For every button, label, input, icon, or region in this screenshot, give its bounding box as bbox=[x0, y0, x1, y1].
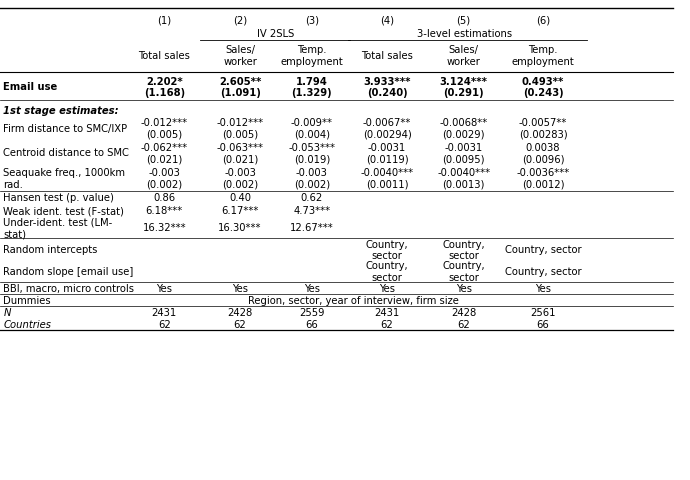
Text: -0.0068**
(0.0029): -0.0068** (0.0029) bbox=[440, 118, 488, 139]
Text: Country,
sector: Country, sector bbox=[442, 262, 485, 283]
Text: -0.0067**
(0.00294): -0.0067** (0.00294) bbox=[363, 118, 411, 139]
Text: Yes: Yes bbox=[232, 284, 248, 294]
Text: 3.124***
(0.291): 3.124*** (0.291) bbox=[440, 77, 488, 98]
Text: Yes: Yes bbox=[304, 284, 320, 294]
Text: (2): (2) bbox=[233, 16, 247, 25]
Text: -0.003
(0.002): -0.003 (0.002) bbox=[146, 168, 182, 190]
Text: -0.0040***
(0.0011): -0.0040*** (0.0011) bbox=[361, 168, 413, 190]
Text: Temp.
employment: Temp. employment bbox=[281, 45, 343, 67]
Text: 6.18***: 6.18*** bbox=[146, 206, 183, 216]
Text: (3): (3) bbox=[305, 16, 319, 25]
Text: BBI, macro, micro controls: BBI, macro, micro controls bbox=[3, 284, 135, 294]
Text: 2561: 2561 bbox=[531, 308, 555, 318]
Text: Yes: Yes bbox=[455, 284, 472, 294]
Text: 4.73***: 4.73*** bbox=[293, 206, 331, 216]
Text: 16.32***: 16.32*** bbox=[142, 223, 186, 233]
Text: 3-level estimations: 3-level estimations bbox=[417, 29, 513, 38]
Text: -0.0031
(0.0119): -0.0031 (0.0119) bbox=[366, 143, 408, 164]
Text: 16.30***: 16.30*** bbox=[218, 223, 262, 233]
Text: -0.009**
(0.004): -0.009** (0.004) bbox=[291, 118, 333, 139]
Text: 2431: 2431 bbox=[152, 308, 177, 318]
Text: 12.67***: 12.67*** bbox=[290, 223, 334, 233]
Text: Random slope [email use]: Random slope [email use] bbox=[3, 267, 134, 277]
Text: 0.0038
(0.0096): 0.0038 (0.0096) bbox=[522, 143, 564, 164]
Text: Hansen test (p. value): Hansen test (p. value) bbox=[3, 193, 115, 204]
Text: -0.0036***
(0.0012): -0.0036*** (0.0012) bbox=[516, 168, 570, 190]
Text: 66: 66 bbox=[537, 320, 549, 330]
Text: Dummies: Dummies bbox=[3, 296, 51, 306]
Text: 2428: 2428 bbox=[451, 308, 476, 318]
Text: Yes: Yes bbox=[379, 284, 395, 294]
Text: 62: 62 bbox=[381, 320, 393, 330]
Text: Yes: Yes bbox=[535, 284, 551, 294]
Text: IV 2SLS: IV 2SLS bbox=[257, 29, 295, 38]
Text: Firm distance to SMC/IXP: Firm distance to SMC/IXP bbox=[3, 123, 128, 133]
Text: -0.063***
(0.021): -0.063*** (0.021) bbox=[217, 143, 264, 164]
Text: 66: 66 bbox=[306, 320, 318, 330]
Text: 2428: 2428 bbox=[228, 308, 253, 318]
Text: Weak ident. test (F-stat): Weak ident. test (F-stat) bbox=[3, 206, 124, 216]
Text: N: N bbox=[3, 308, 11, 318]
Text: -0.003
(0.002): -0.003 (0.002) bbox=[222, 168, 258, 190]
Text: 2559: 2559 bbox=[299, 308, 324, 318]
Text: -0.012***
(0.005): -0.012*** (0.005) bbox=[141, 118, 188, 139]
Text: -0.062***
(0.021): -0.062*** (0.021) bbox=[141, 143, 188, 164]
Text: -0.053***
(0.019): -0.053*** (0.019) bbox=[288, 143, 335, 164]
Text: 0.86: 0.86 bbox=[153, 193, 175, 204]
Text: 1.794
(1.329): 1.794 (1.329) bbox=[292, 77, 332, 98]
Text: Seaquake freq., 1000km
rad.: Seaquake freq., 1000km rad. bbox=[3, 168, 126, 190]
Text: Country,
sector: Country, sector bbox=[366, 240, 408, 261]
Text: 0.62: 0.62 bbox=[301, 193, 323, 204]
Text: -0.0057**
(0.00283): -0.0057** (0.00283) bbox=[519, 118, 567, 139]
Text: Total sales: Total sales bbox=[361, 51, 413, 61]
Text: 1st stage estimates:: 1st stage estimates: bbox=[3, 106, 119, 116]
Text: -0.003
(0.002): -0.003 (0.002) bbox=[294, 168, 330, 190]
Text: Country,
sector: Country, sector bbox=[442, 240, 485, 261]
Text: 0.40: 0.40 bbox=[229, 193, 251, 204]
Text: Email use: Email use bbox=[3, 83, 58, 93]
Text: Region, sector, year of interview, firm size: Region, sector, year of interview, firm … bbox=[248, 296, 459, 306]
Text: 62: 62 bbox=[457, 320, 470, 330]
Text: 2.202*
(1.168): 2.202* (1.168) bbox=[144, 77, 185, 98]
Text: -0.0031
(0.0095): -0.0031 (0.0095) bbox=[442, 143, 485, 164]
Text: Country,
sector: Country, sector bbox=[366, 262, 408, 283]
Text: Random intercepts: Random intercepts bbox=[3, 245, 98, 255]
Text: Centroid distance to SMC: Centroid distance to SMC bbox=[3, 148, 129, 158]
Text: -0.0040***
(0.0013): -0.0040*** (0.0013) bbox=[437, 168, 490, 190]
Text: (6): (6) bbox=[536, 16, 550, 25]
Text: (4): (4) bbox=[380, 16, 394, 25]
Text: -0.012***
(0.005): -0.012*** (0.005) bbox=[217, 118, 264, 139]
Text: Sales/
worker: Sales/ worker bbox=[223, 45, 257, 67]
Text: 0.493**
(0.243): 0.493** (0.243) bbox=[522, 77, 564, 98]
Text: Yes: Yes bbox=[156, 284, 172, 294]
Text: Total sales: Total sales bbox=[138, 51, 190, 61]
Text: 62: 62 bbox=[234, 320, 246, 330]
Text: 62: 62 bbox=[158, 320, 170, 330]
Text: 6.17***: 6.17*** bbox=[221, 206, 259, 216]
Text: Countries: Countries bbox=[3, 320, 52, 330]
Text: Country, sector: Country, sector bbox=[504, 267, 582, 277]
Text: (5): (5) bbox=[457, 16, 471, 25]
Text: Under-ident. test (LM-
stat): Under-ident. test (LM- stat) bbox=[3, 217, 112, 239]
Text: (1): (1) bbox=[157, 16, 171, 25]
Text: Sales/
worker: Sales/ worker bbox=[446, 45, 481, 67]
Text: 2431: 2431 bbox=[375, 308, 400, 318]
Text: 2.605**
(1.091): 2.605** (1.091) bbox=[219, 77, 262, 98]
Text: 3.933***
(0.240): 3.933*** (0.240) bbox=[364, 77, 411, 98]
Text: Temp.
employment: Temp. employment bbox=[512, 45, 574, 67]
Text: Country, sector: Country, sector bbox=[504, 245, 582, 255]
